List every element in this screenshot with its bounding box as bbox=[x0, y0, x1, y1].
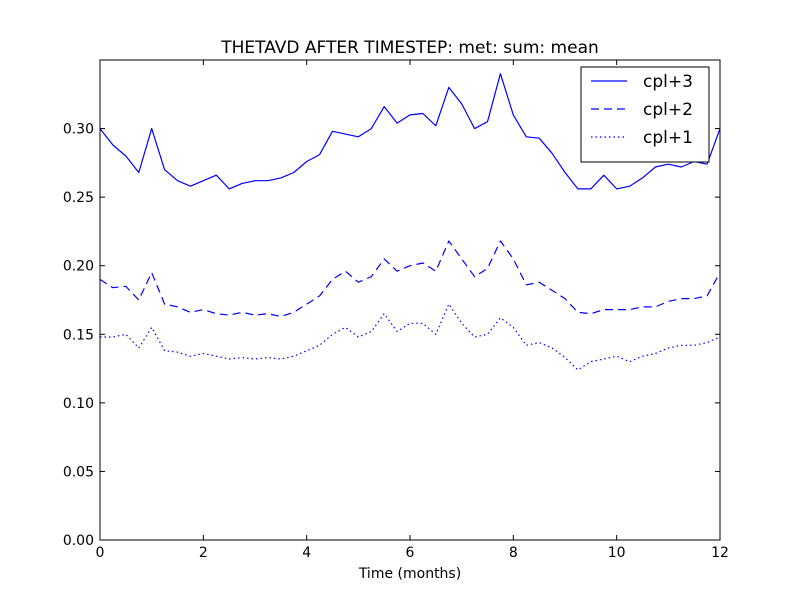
y-tick-label: 0.30 bbox=[63, 122, 94, 138]
x-tick-label: 6 bbox=[406, 545, 415, 561]
x-tick-label: 0 bbox=[96, 545, 105, 561]
legend-box bbox=[580, 66, 710, 163]
series-layer bbox=[99, 73, 721, 371]
x-tick-label: 10 bbox=[608, 545, 626, 561]
series-line-cplplus-3 bbox=[99, 73, 721, 190]
legend-label: cpl+2 bbox=[643, 100, 693, 120]
ticks-layer: 0 2 4 6 8 10 12 0.00 0.05 0.10 0.15 0.20 0.25 0.30 bbox=[63, 60, 729, 561]
x-tick-label: 2 bbox=[199, 545, 208, 561]
legend-label: cpl+1 bbox=[643, 128, 693, 148]
x-tick-label: 4 bbox=[302, 545, 311, 561]
legend-label: cpl+3 bbox=[643, 72, 693, 92]
chart-title: THETAVD AFTER TIMESTEP: met: sum: mean bbox=[220, 38, 599, 58]
y-tick-label: 0.15 bbox=[63, 327, 94, 343]
series-line-cplplus-1 bbox=[100, 303, 721, 371]
y-tick-label: 0.00 bbox=[63, 533, 94, 549]
y-tick-label: 0.10 bbox=[63, 396, 94, 412]
y-tick-label: 0.05 bbox=[63, 464, 94, 480]
y-tick-label: 0.25 bbox=[63, 190, 94, 206]
series-line-cplplus-2 bbox=[99, 240, 721, 318]
y-tick-label: 0.20 bbox=[63, 259, 94, 275]
x-tick-label: 8 bbox=[509, 545, 518, 561]
x-tick-label: 12 bbox=[711, 545, 729, 561]
legend: cpl+3 cpl+2 cpl+1 bbox=[580, 66, 710, 163]
x-axis-label: Time (months) bbox=[358, 566, 461, 582]
